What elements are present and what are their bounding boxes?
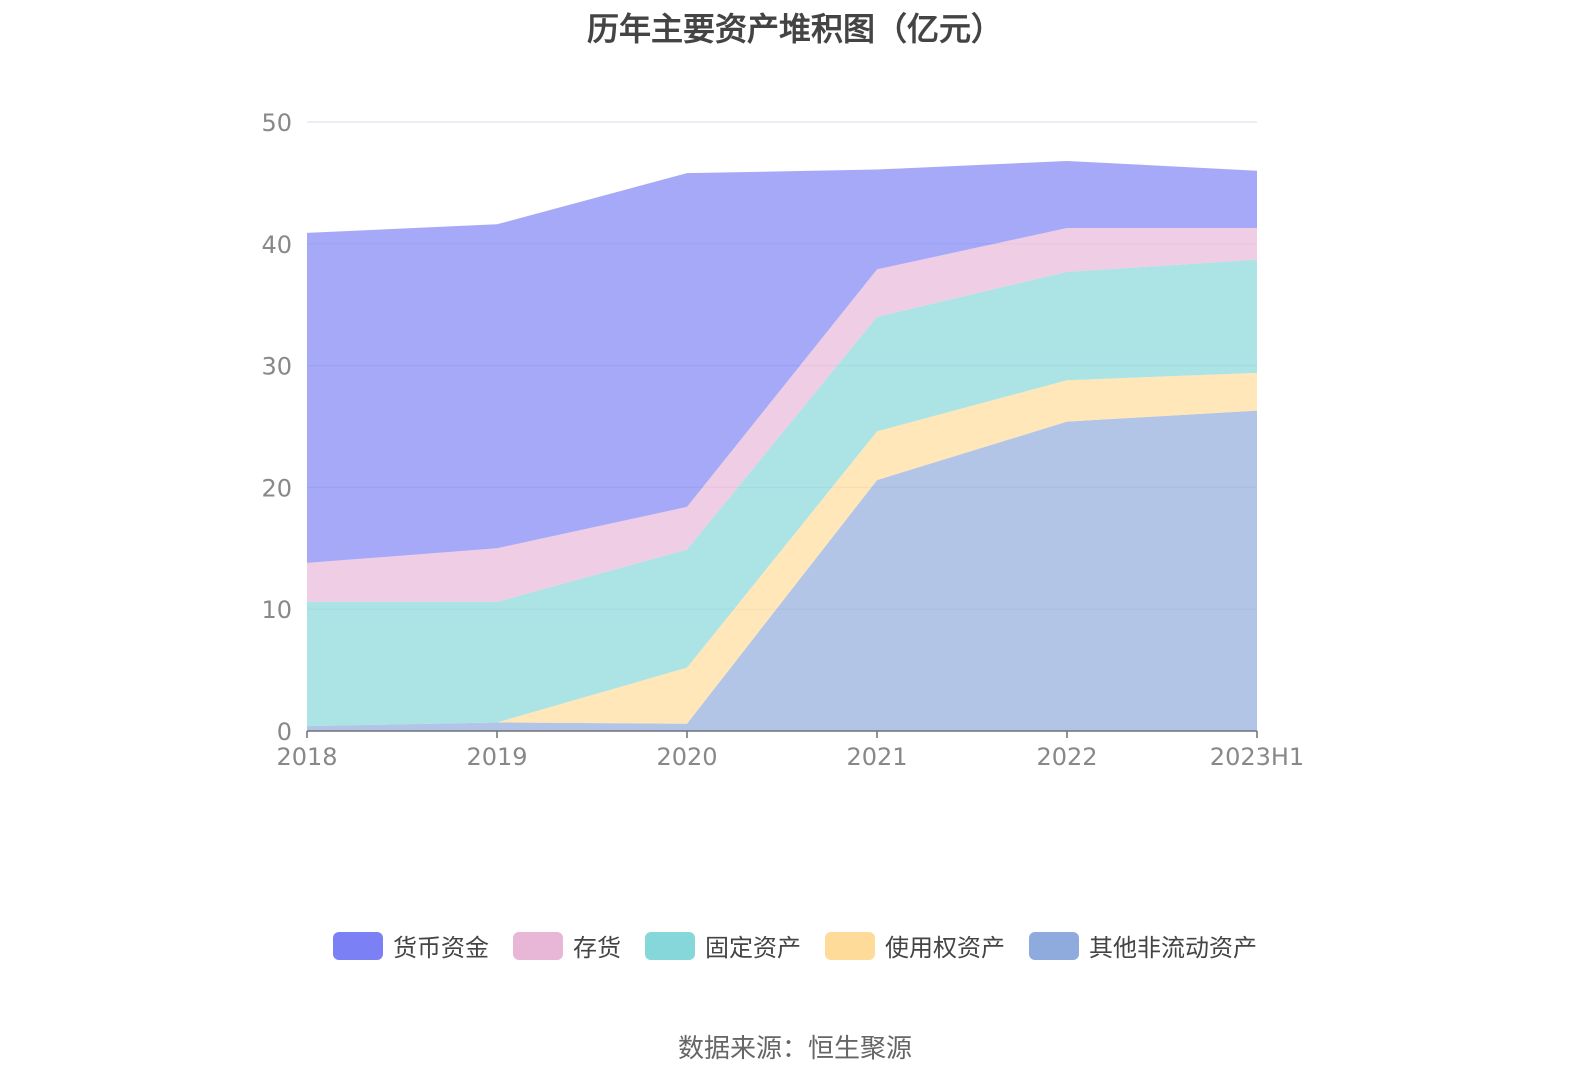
x-tick-label: 2021 xyxy=(846,743,907,771)
legend-label: 固定资产 xyxy=(705,934,801,962)
x-tick-label: 2023H1 xyxy=(1210,743,1304,771)
legend-swatch xyxy=(645,931,695,960)
y-tick-label: 40 xyxy=(261,231,292,259)
legend-label: 货币资金 xyxy=(393,934,489,962)
axes: 0 10 20 30 40 50 2018 2019 2020 2021 2022 2023H1 xyxy=(261,109,1304,771)
legend-label: 其他非流动资产 xyxy=(1089,934,1257,962)
legend-item[interactable]: 使用权资产 xyxy=(825,928,1005,963)
y-tick-label: 0 xyxy=(277,718,292,746)
x-tick-label: 2018 xyxy=(276,743,337,771)
chart-title: 历年主要资产堆积图（亿元） xyxy=(586,10,1003,48)
legend-label: 存货 xyxy=(573,934,621,962)
x-tick-label: 2022 xyxy=(1036,743,1097,771)
legend: 货币资金 存货 固定资产 使用权资产 其他非流动资产 xyxy=(0,928,1590,963)
area-series-3 xyxy=(307,227,1257,602)
area-series-0 xyxy=(307,410,1257,731)
legend-item[interactable]: 其他非流动资产 xyxy=(1029,928,1257,963)
x-tick-label: 2019 xyxy=(466,743,527,771)
legend-label: 使用权资产 xyxy=(885,934,1005,962)
area-series-4 xyxy=(307,160,1257,563)
legend-swatch xyxy=(513,931,563,960)
legend-swatch xyxy=(1029,931,1079,960)
legend-item[interactable]: 存货 xyxy=(513,928,621,963)
y-tick-label: 20 xyxy=(261,474,292,502)
data-source: 数据来源：恒生聚源 xyxy=(677,1034,912,1064)
legend-item[interactable]: 货币资金 xyxy=(333,928,489,963)
legend-swatch xyxy=(333,931,383,960)
area-series-2 xyxy=(307,259,1257,727)
legend-item[interactable]: 固定资产 xyxy=(645,928,801,963)
y-tick-label: 10 xyxy=(261,596,292,624)
x-tick-label: 2020 xyxy=(656,743,717,771)
area-series xyxy=(307,160,1257,731)
y-tick-label: 50 xyxy=(261,109,292,137)
y-tick-label: 30 xyxy=(261,353,292,381)
legend-swatch xyxy=(825,931,875,960)
